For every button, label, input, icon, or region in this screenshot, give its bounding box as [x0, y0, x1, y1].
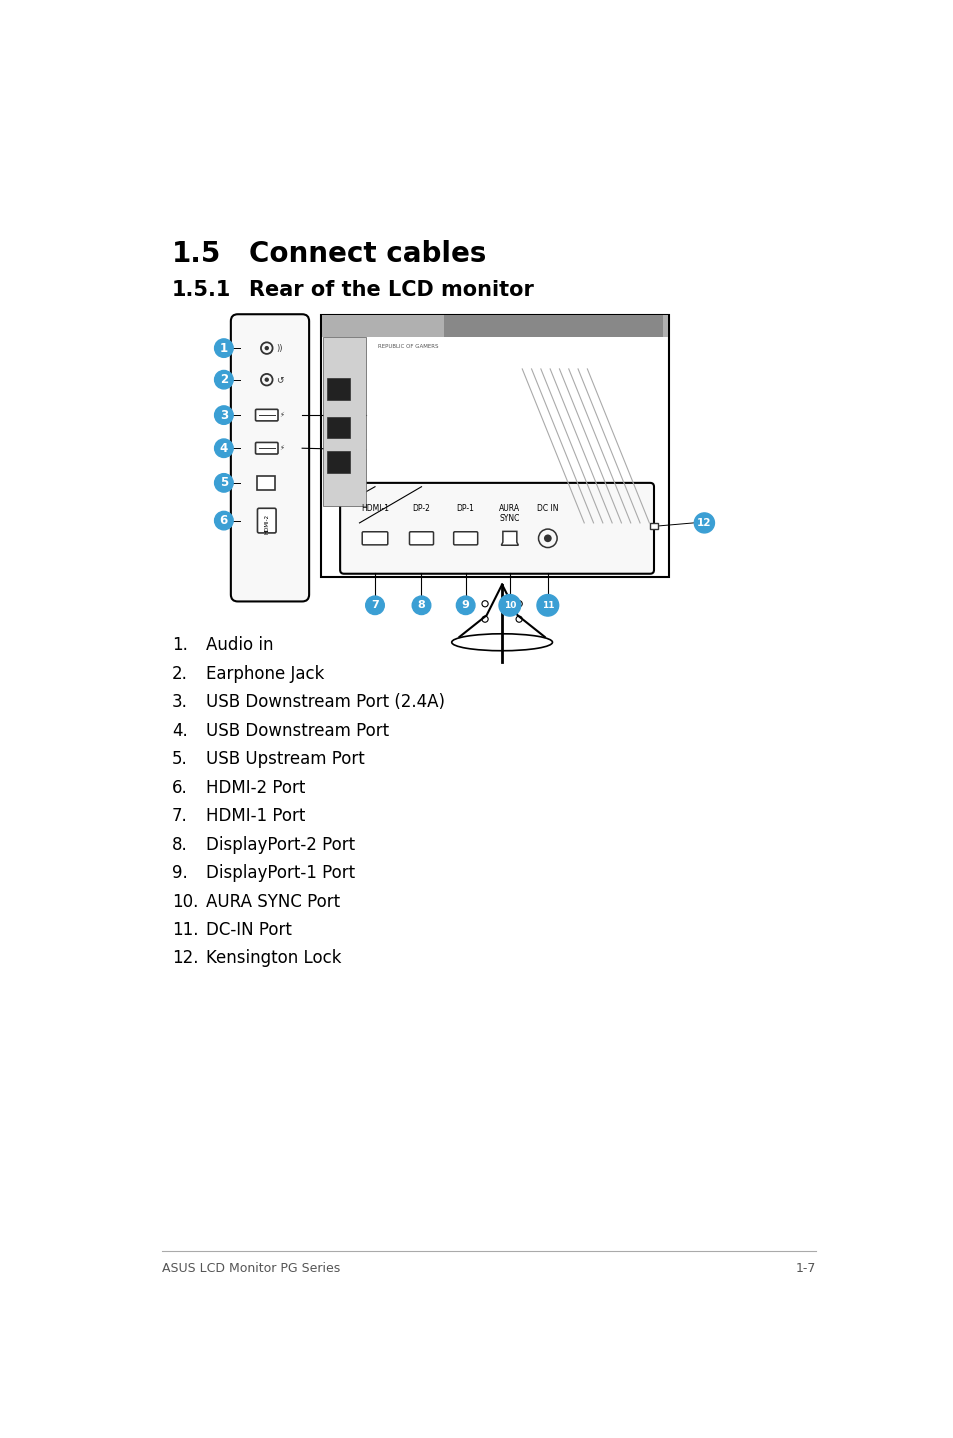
Circle shape: [365, 597, 384, 614]
Text: 2.: 2.: [172, 664, 188, 683]
Ellipse shape: [452, 634, 552, 651]
FancyBboxPatch shape: [255, 410, 277, 421]
Text: DC-IN Port: DC-IN Port: [206, 920, 292, 939]
Text: DisplayPort-2 Port: DisplayPort-2 Port: [206, 835, 355, 854]
Circle shape: [456, 597, 475, 614]
Text: Earphone Jack: Earphone Jack: [206, 664, 324, 683]
Text: 6.: 6.: [172, 778, 188, 797]
Text: 1.5: 1.5: [172, 240, 221, 269]
Text: )): )): [275, 344, 282, 352]
Text: DC IN: DC IN: [537, 503, 558, 513]
Text: 11.: 11.: [172, 920, 198, 939]
FancyBboxPatch shape: [454, 532, 477, 545]
Text: DisplayPort-1 Port: DisplayPort-1 Port: [206, 864, 355, 881]
Text: 7: 7: [371, 600, 378, 610]
Text: 1.: 1.: [172, 636, 188, 654]
Text: 12.: 12.: [172, 949, 198, 968]
FancyBboxPatch shape: [255, 443, 277, 454]
Text: 12: 12: [697, 518, 711, 528]
FancyBboxPatch shape: [409, 532, 433, 545]
Polygon shape: [500, 532, 517, 545]
Circle shape: [537, 594, 558, 615]
Text: 9.: 9.: [172, 864, 188, 881]
Circle shape: [214, 339, 233, 358]
Circle shape: [214, 512, 233, 529]
Text: USB Downstream Port: USB Downstream Port: [206, 722, 389, 739]
Text: 6: 6: [219, 515, 228, 528]
Text: AURA
SYNC: AURA SYNC: [498, 503, 520, 523]
Text: 5: 5: [219, 476, 228, 489]
Circle shape: [214, 439, 233, 457]
Bar: [327, 417, 350, 439]
Circle shape: [214, 473, 233, 492]
Text: REPUBLIC OF GAMERS: REPUBLIC OF GAMERS: [377, 344, 437, 349]
Polygon shape: [257, 476, 274, 490]
Text: Connect cables: Connect cables: [249, 240, 486, 269]
Text: USB Downstream Port (2.4A): USB Downstream Port (2.4A): [206, 693, 445, 710]
Text: 9: 9: [461, 600, 469, 610]
Text: HDMI-1: HDMI-1: [360, 503, 389, 513]
Text: DP-2: DP-2: [412, 503, 430, 513]
Text: 5.: 5.: [172, 751, 188, 768]
Text: 11: 11: [541, 601, 554, 610]
Circle shape: [543, 535, 551, 542]
Text: HDMI-1 Port: HDMI-1 Port: [206, 807, 305, 825]
Text: 8: 8: [417, 600, 425, 610]
Text: 8.: 8.: [172, 835, 188, 854]
Text: 4: 4: [219, 441, 228, 454]
Text: ⚡: ⚡: [279, 446, 284, 452]
Text: HDMI-2: HDMI-2: [264, 515, 269, 535]
Text: 1: 1: [219, 342, 228, 355]
Bar: [327, 452, 350, 473]
Text: 3: 3: [219, 408, 228, 421]
Text: ⚡: ⚡: [279, 413, 284, 418]
Circle shape: [694, 513, 714, 533]
Text: Audio in: Audio in: [206, 636, 274, 654]
Text: 1.5.1: 1.5.1: [172, 280, 231, 301]
Circle shape: [264, 347, 269, 351]
Bar: [649, 523, 658, 529]
Bar: [323, 336, 365, 506]
Bar: [322, 315, 667, 336]
Circle shape: [214, 371, 233, 388]
Text: 4.: 4.: [172, 722, 188, 739]
Text: 1-7: 1-7: [795, 1263, 815, 1276]
Circle shape: [264, 378, 269, 383]
Text: ASUS LCD Monitor PG Series: ASUS LCD Monitor PG Series: [162, 1263, 340, 1276]
Text: 7.: 7.: [172, 807, 188, 825]
Bar: [444, 315, 661, 336]
Circle shape: [498, 594, 520, 615]
FancyBboxPatch shape: [362, 532, 387, 545]
Text: ↺: ↺: [275, 375, 283, 384]
Text: 10: 10: [503, 601, 516, 610]
Text: HDMI-2 Port: HDMI-2 Port: [206, 778, 305, 797]
Text: Rear of the LCD monitor: Rear of the LCD monitor: [249, 280, 534, 301]
Text: USB Upstream Port: USB Upstream Port: [206, 751, 364, 768]
FancyBboxPatch shape: [257, 508, 275, 533]
Text: 2: 2: [219, 374, 228, 387]
Text: 3.: 3.: [172, 693, 188, 710]
Circle shape: [214, 406, 233, 424]
Text: DP-1: DP-1: [456, 503, 474, 513]
Circle shape: [412, 597, 431, 614]
FancyBboxPatch shape: [340, 483, 654, 574]
Bar: [320, 315, 669, 577]
Text: Kensington Lock: Kensington Lock: [206, 949, 341, 968]
Bar: [327, 378, 350, 400]
Text: 10.: 10.: [172, 893, 198, 910]
Text: AURA SYNC Port: AURA SYNC Port: [206, 893, 340, 910]
FancyBboxPatch shape: [231, 315, 309, 601]
